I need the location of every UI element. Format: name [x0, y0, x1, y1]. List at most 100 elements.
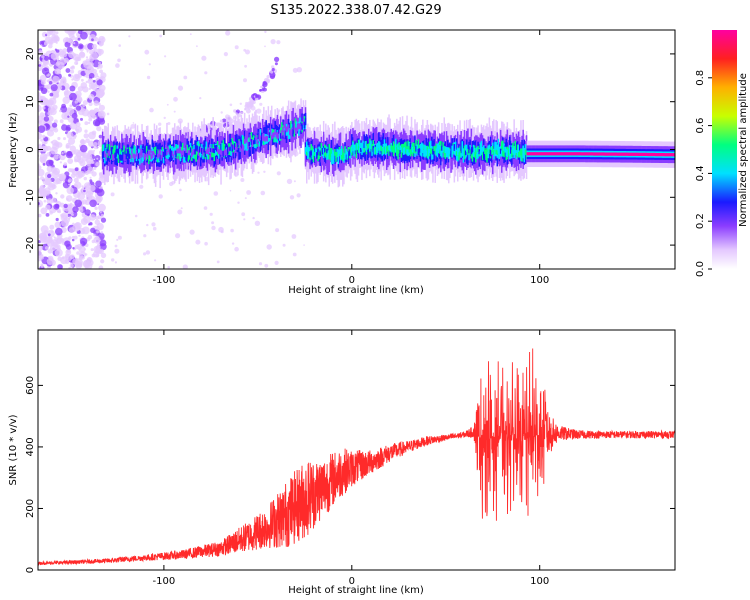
heatmap-cell	[406, 149, 408, 155]
heatmap-cell	[374, 146, 377, 155]
heatmap-cell	[425, 149, 427, 156]
heatmap-cell	[396, 146, 398, 154]
heatmap-cell	[383, 139, 386, 154]
heatmap-cell	[123, 145, 125, 158]
heatmap-cell	[542, 152, 544, 156]
heatmap-cell	[336, 151, 338, 157]
heatmap-cell	[423, 150, 425, 157]
heatmap-cell	[97, 63, 103, 69]
heatmap-cell	[69, 85, 76, 92]
heatmap-cell	[535, 152, 538, 156]
heatmap-cell	[162, 151, 165, 157]
heatmap-cell	[179, 146, 182, 162]
heatmap-cell	[46, 165, 53, 173]
heatmap-cell	[177, 148, 179, 154]
heatmap-cell	[278, 129, 281, 134]
heatmap-cell	[216, 260, 220, 264]
heatmap-cell	[344, 146, 346, 161]
heatmap-cell	[229, 103, 233, 107]
heatmap-cell	[426, 146, 429, 159]
heatmap-cell	[529, 152, 532, 156]
heatmap-cell	[87, 78, 94, 85]
heatmap-cell	[353, 144, 355, 152]
heatmap-cell	[302, 121, 305, 130]
heatmap-cell	[514, 149, 516, 155]
heatmap-cell	[427, 149, 430, 155]
heatmap-cell	[315, 151, 317, 157]
heatmap-cell	[55, 41, 58, 44]
heatmap-cell	[128, 35, 131, 38]
heatmap-cell	[269, 128, 272, 136]
heatmap-cell	[345, 148, 347, 163]
heatmap-cell	[114, 248, 120, 254]
heatmap-cell	[416, 145, 418, 152]
heatmap-cell	[260, 132, 263, 141]
heatmap-cell	[654, 152, 656, 157]
heatmap-cell	[96, 48, 102, 54]
heatmap-cell	[281, 130, 283, 137]
heatmap-cell	[387, 138, 389, 151]
heatmap-cell	[298, 123, 300, 130]
heatmap-cell	[93, 233, 96, 237]
heatmap-cell	[398, 144, 400, 154]
heatmap-cell	[301, 123, 303, 130]
heatmap-cell	[540, 152, 542, 156]
heatmap-cell	[448, 150, 450, 156]
heatmap-cell	[602, 152, 604, 156]
heatmap-cell	[46, 257, 54, 265]
heatmap-cell	[92, 43, 97, 49]
heatmap-cell	[521, 148, 523, 162]
heatmap-cell	[79, 237, 88, 246]
heatmap-cell	[528, 152, 531, 156]
heatmap-cell	[360, 148, 362, 153]
heatmap-cell	[80, 151, 85, 156]
heatmap-cell	[259, 129, 262, 141]
heatmap-cell	[125, 153, 128, 160]
heatmap-cell	[291, 234, 297, 239]
heatmap-cell	[290, 120, 292, 134]
heatmap-cell	[397, 145, 399, 160]
heatmap-cell	[238, 140, 240, 146]
heatmap-cell	[415, 145, 417, 152]
heatmap-cell	[149, 150, 151, 161]
heatmap-cell	[118, 44, 121, 47]
heatmap-cell	[192, 149, 194, 156]
heatmap-cell	[604, 152, 606, 156]
heatmap-cell	[105, 153, 107, 161]
heatmap-cell	[40, 44, 43, 47]
heatmap-cell	[241, 144, 244, 150]
heatmap-cell	[172, 154, 175, 159]
heatmap-cell	[57, 136, 61, 141]
heatmap-cell	[85, 261, 88, 264]
heatmap-cell	[67, 213, 72, 218]
heatmap-cell	[449, 149, 451, 154]
heatmap-cell	[56, 154, 60, 157]
heatmap-cell	[148, 63, 151, 66]
heatmap-cell	[468, 149, 470, 161]
heatmap-cell	[296, 193, 301, 198]
heatmap-cell	[502, 151, 504, 157]
heatmap-cell	[473, 147, 476, 153]
heatmap-cell	[76, 251, 80, 255]
heatmap-cell	[181, 142, 184, 154]
heatmap-cell	[96, 90, 104, 99]
heatmap-cell	[246, 108, 251, 114]
heatmap-cell	[178, 149, 181, 160]
heatmap-cell	[264, 45, 266, 48]
heatmap-cell	[607, 152, 610, 156]
heatmap-cell	[59, 109, 62, 113]
heatmap-cell	[566, 152, 568, 156]
heatmap-cell	[180, 207, 183, 210]
heatmap-cell	[246, 141, 248, 151]
heatmap-cell	[151, 151, 153, 159]
heatmap-cell	[57, 210, 60, 213]
heatmap-cell	[404, 147, 406, 155]
heatmap-cell	[555, 152, 558, 156]
heatmap-cell	[69, 92, 77, 101]
heatmap-cell	[88, 72, 95, 79]
heatmap-cell	[196, 145, 199, 152]
heatmap-cell	[98, 52, 102, 57]
x-tick-label: 100	[530, 275, 549, 286]
heatmap-cell	[89, 109, 96, 117]
heatmap-cell	[204, 150, 206, 158]
